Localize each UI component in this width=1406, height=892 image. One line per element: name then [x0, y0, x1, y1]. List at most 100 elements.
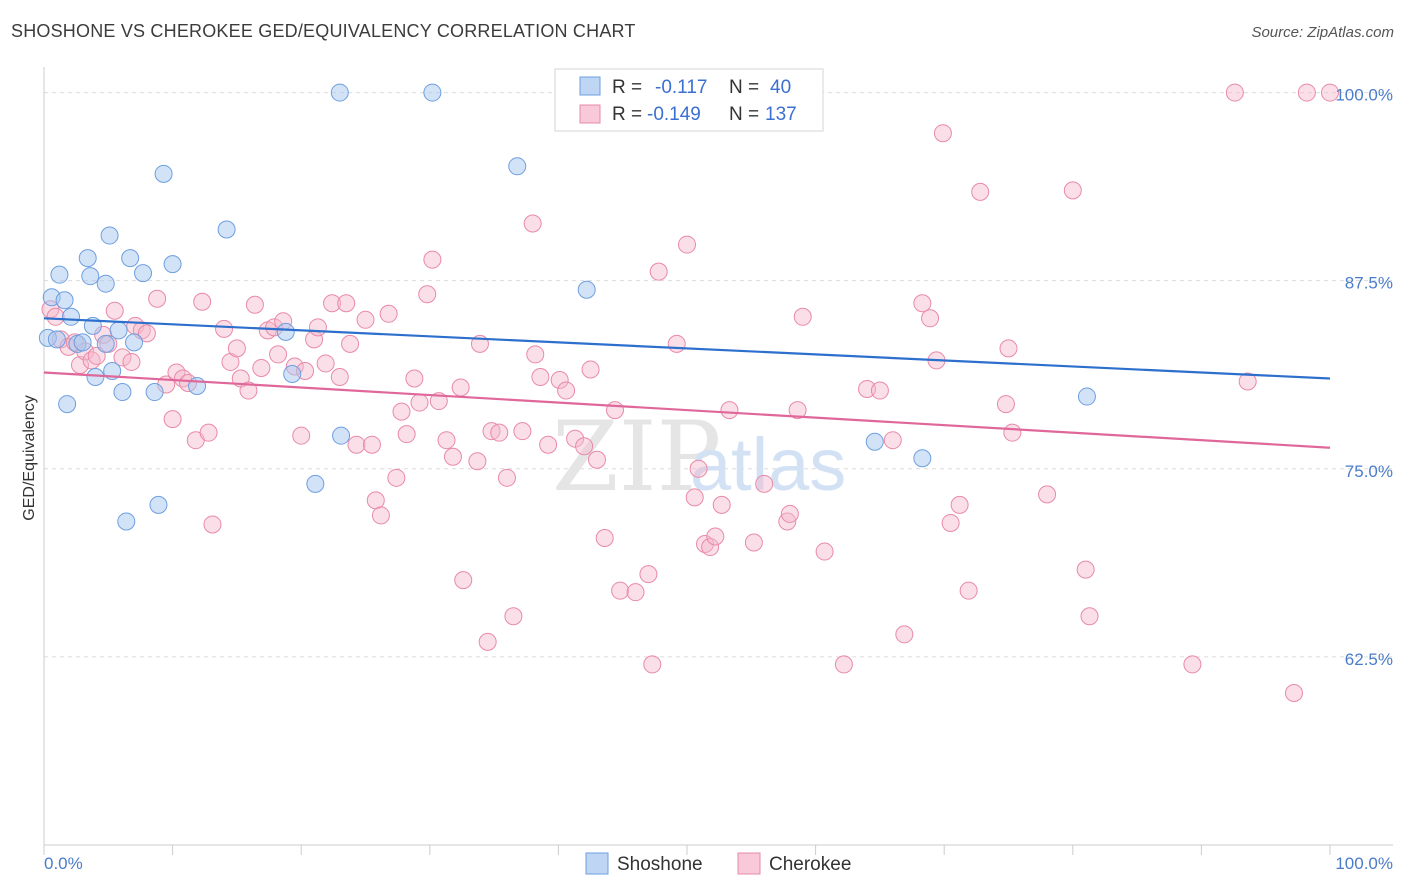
legend-n-label-shoshone: N = — [729, 77, 759, 98]
cherokee-point — [341, 334, 360, 353]
legend-r-value-cherokee: -0.149 — [647, 104, 701, 125]
cherokee-point — [581, 360, 600, 379]
cherokee-point — [539, 435, 558, 454]
cherokee-point — [163, 410, 182, 429]
cherokee-point — [971, 182, 990, 201]
shoshone-point — [125, 333, 144, 352]
cherokee-point — [308, 318, 327, 337]
cherokee-point — [387, 468, 406, 487]
cherokee-point — [148, 289, 167, 308]
cherokee-point — [193, 292, 212, 311]
shoshone-point — [332, 426, 351, 445]
cherokee-point — [778, 512, 797, 531]
x-tick-label-max: 100.0% — [1335, 854, 1393, 873]
shoshone-point — [145, 383, 164, 402]
cherokee-point — [71, 355, 90, 374]
cherokee-point — [482, 422, 501, 441]
cherokee-point — [46, 307, 65, 326]
shoshone-point — [113, 383, 132, 402]
shoshone-point — [121, 249, 140, 268]
cherokee-point — [793, 307, 812, 326]
shoshone-point — [1077, 387, 1096, 406]
cherokee-point — [227, 339, 246, 358]
cherokee-point — [323, 294, 342, 313]
cherokee-point — [371, 506, 390, 525]
legend-r-label-cherokee: R = — [612, 104, 642, 125]
cherokee-point — [405, 369, 424, 388]
cherokee-point — [895, 625, 914, 644]
shoshone-points — [38, 83, 1096, 531]
y-tick-label: 100.0% — [1335, 86, 1393, 105]
cherokee-point — [858, 380, 877, 399]
cherokee-point — [870, 381, 889, 400]
watermark-atlas: atlas — [690, 423, 846, 506]
cherokee-point — [122, 352, 141, 371]
y-tick-label: 87.5% — [1345, 274, 1393, 293]
shoshone-point — [134, 264, 153, 283]
cherokee-point — [239, 381, 258, 400]
shoshone-point — [217, 220, 236, 239]
y-tick-label: 75.0% — [1345, 462, 1393, 481]
shoshone-point — [55, 291, 74, 310]
x-tick-label-min: 0.0% — [44, 854, 83, 873]
cherokee-point — [959, 581, 978, 600]
cherokee-point — [497, 468, 516, 487]
cherokee-point — [780, 504, 799, 523]
cherokee-point — [347, 435, 366, 454]
cherokee-point — [531, 367, 550, 386]
cherokee-point — [523, 214, 542, 233]
cherokee-point — [575, 437, 594, 456]
shoshone-point — [577, 280, 596, 299]
cherokee-point — [744, 533, 763, 552]
cherokee-point — [1080, 607, 1099, 626]
cherokee-point — [605, 401, 624, 420]
shoshone-point — [50, 265, 69, 284]
cherokee-point — [678, 235, 696, 254]
cherokee-point — [1063, 181, 1082, 200]
shoshone-point — [423, 83, 442, 102]
cherokee-point — [513, 422, 532, 441]
shoshone-point — [47, 330, 66, 349]
shoshone-point — [96, 274, 115, 293]
cherokee-point — [587, 450, 606, 469]
shoshone-point — [81, 267, 100, 286]
cherokee-point — [696, 535, 715, 554]
cherokee-point — [418, 285, 437, 304]
cherokee-point — [245, 295, 264, 314]
cherokee-point — [366, 491, 385, 510]
legend-r-value-shoshone: -0.117 — [655, 77, 707, 98]
shoshone-point — [306, 474, 325, 493]
shoshone-point — [149, 495, 168, 514]
cherokee-point — [712, 495, 731, 514]
cherokee-point — [950, 495, 969, 514]
cherokee-point — [1038, 485, 1057, 504]
cherokee-point — [626, 583, 645, 602]
shoshone-point — [163, 255, 182, 274]
cherokee-point — [643, 655, 662, 674]
cherokee-point — [557, 381, 576, 400]
legend-n-value-cherokee: 137 — [765, 104, 797, 125]
cherokee-point — [667, 334, 686, 353]
cherokee-point — [1076, 560, 1095, 579]
cherokee-point — [437, 431, 456, 450]
cherokee-point — [337, 294, 356, 313]
cherokee-point — [87, 346, 106, 365]
cherokee-point — [788, 401, 807, 420]
source-label: Source: ZipAtlas.com — [1251, 24, 1394, 41]
cherokee-point — [478, 632, 497, 651]
axes — [43, 67, 1393, 855]
cherokee-point — [755, 474, 774, 493]
shoshone-point — [73, 333, 92, 352]
shoshone-point — [109, 321, 128, 340]
cherokee-point — [410, 393, 429, 412]
cherokee-point — [1297, 83, 1316, 102]
cherokee-point — [292, 426, 311, 445]
shoshone-trend-line — [43, 317, 1331, 380]
cherokee-point — [1183, 655, 1202, 674]
shoshone-point — [100, 226, 119, 245]
cherokee-point — [423, 250, 442, 269]
cherokee-point — [1003, 423, 1022, 442]
shoshone-point — [58, 395, 77, 414]
shoshone-point — [96, 334, 115, 353]
cherokee-points — [41, 83, 1339, 703]
